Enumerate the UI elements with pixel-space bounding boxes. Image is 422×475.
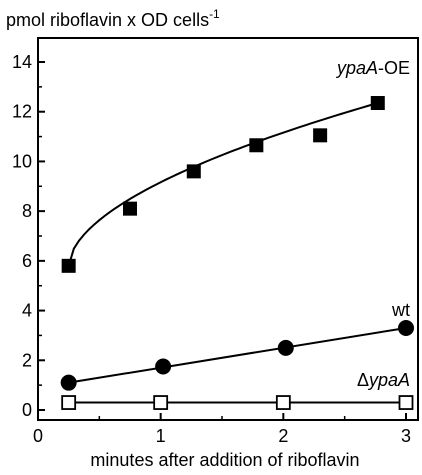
wt-point bbox=[398, 319, 414, 336]
series-label-delta-ypaA: ΔypaA bbox=[357, 370, 410, 390]
x-tick-label: 0 bbox=[33, 426, 43, 446]
y-tick-label: 14 bbox=[12, 52, 32, 72]
ypaA-OE-point bbox=[186, 164, 201, 179]
y-tick-label: 2 bbox=[22, 350, 32, 370]
delta-ypaA-point bbox=[61, 395, 77, 410]
x-axis-label: minutes after addition of riboflavin bbox=[90, 450, 359, 470]
y-axis-label-exponent: -1 bbox=[209, 7, 220, 21]
ypaA-OE-point bbox=[370, 96, 385, 111]
series-label-wt: wt bbox=[391, 300, 410, 320]
y-tick-label: 8 bbox=[22, 201, 32, 221]
ypaA-OE-point bbox=[249, 138, 264, 153]
series-label-ypaA-OE-italic: ypaA bbox=[335, 58, 378, 78]
wt-point bbox=[60, 374, 77, 391]
series-label-ypaA-OE-suffix: -OE bbox=[378, 58, 410, 78]
series-label-wt-suffix: wt bbox=[391, 300, 410, 320]
ypaA-OE-point bbox=[61, 258, 76, 273]
y-tick-label: 6 bbox=[22, 251, 32, 271]
y-axis-label: pmol riboflavin x OD cells-1 bbox=[6, 7, 220, 30]
y-tick-label: 0 bbox=[22, 400, 32, 420]
delta-ypaA-point bbox=[153, 395, 169, 410]
y-tick-label: 10 bbox=[12, 151, 32, 171]
x-tick-label: 3 bbox=[401, 426, 411, 446]
series-label-ypaA-OE: ypaA-OE bbox=[335, 58, 410, 78]
delta-ypaA-point bbox=[398, 395, 414, 410]
y-tick-label: 12 bbox=[12, 102, 32, 122]
wt-point bbox=[277, 339, 294, 356]
ypaA-OE-point bbox=[313, 128, 328, 143]
plot-frame bbox=[37, 37, 419, 421]
x-tick-label: 2 bbox=[278, 426, 288, 446]
ypaA-OE-point bbox=[123, 201, 137, 216]
delta-ypaA-point bbox=[275, 395, 291, 410]
y-tick-label: 4 bbox=[22, 301, 32, 321]
wt-fit-line bbox=[68, 326, 407, 384]
wt-point bbox=[155, 358, 172, 375]
series-label-delta-ypaA-italic: ypaA bbox=[367, 370, 410, 390]
series-label-delta-ypaA-prefix: Δ bbox=[357, 370, 369, 390]
x-tick-label: 1 bbox=[156, 426, 166, 446]
ypaA-OE-fit-line bbox=[67, 102, 379, 267]
